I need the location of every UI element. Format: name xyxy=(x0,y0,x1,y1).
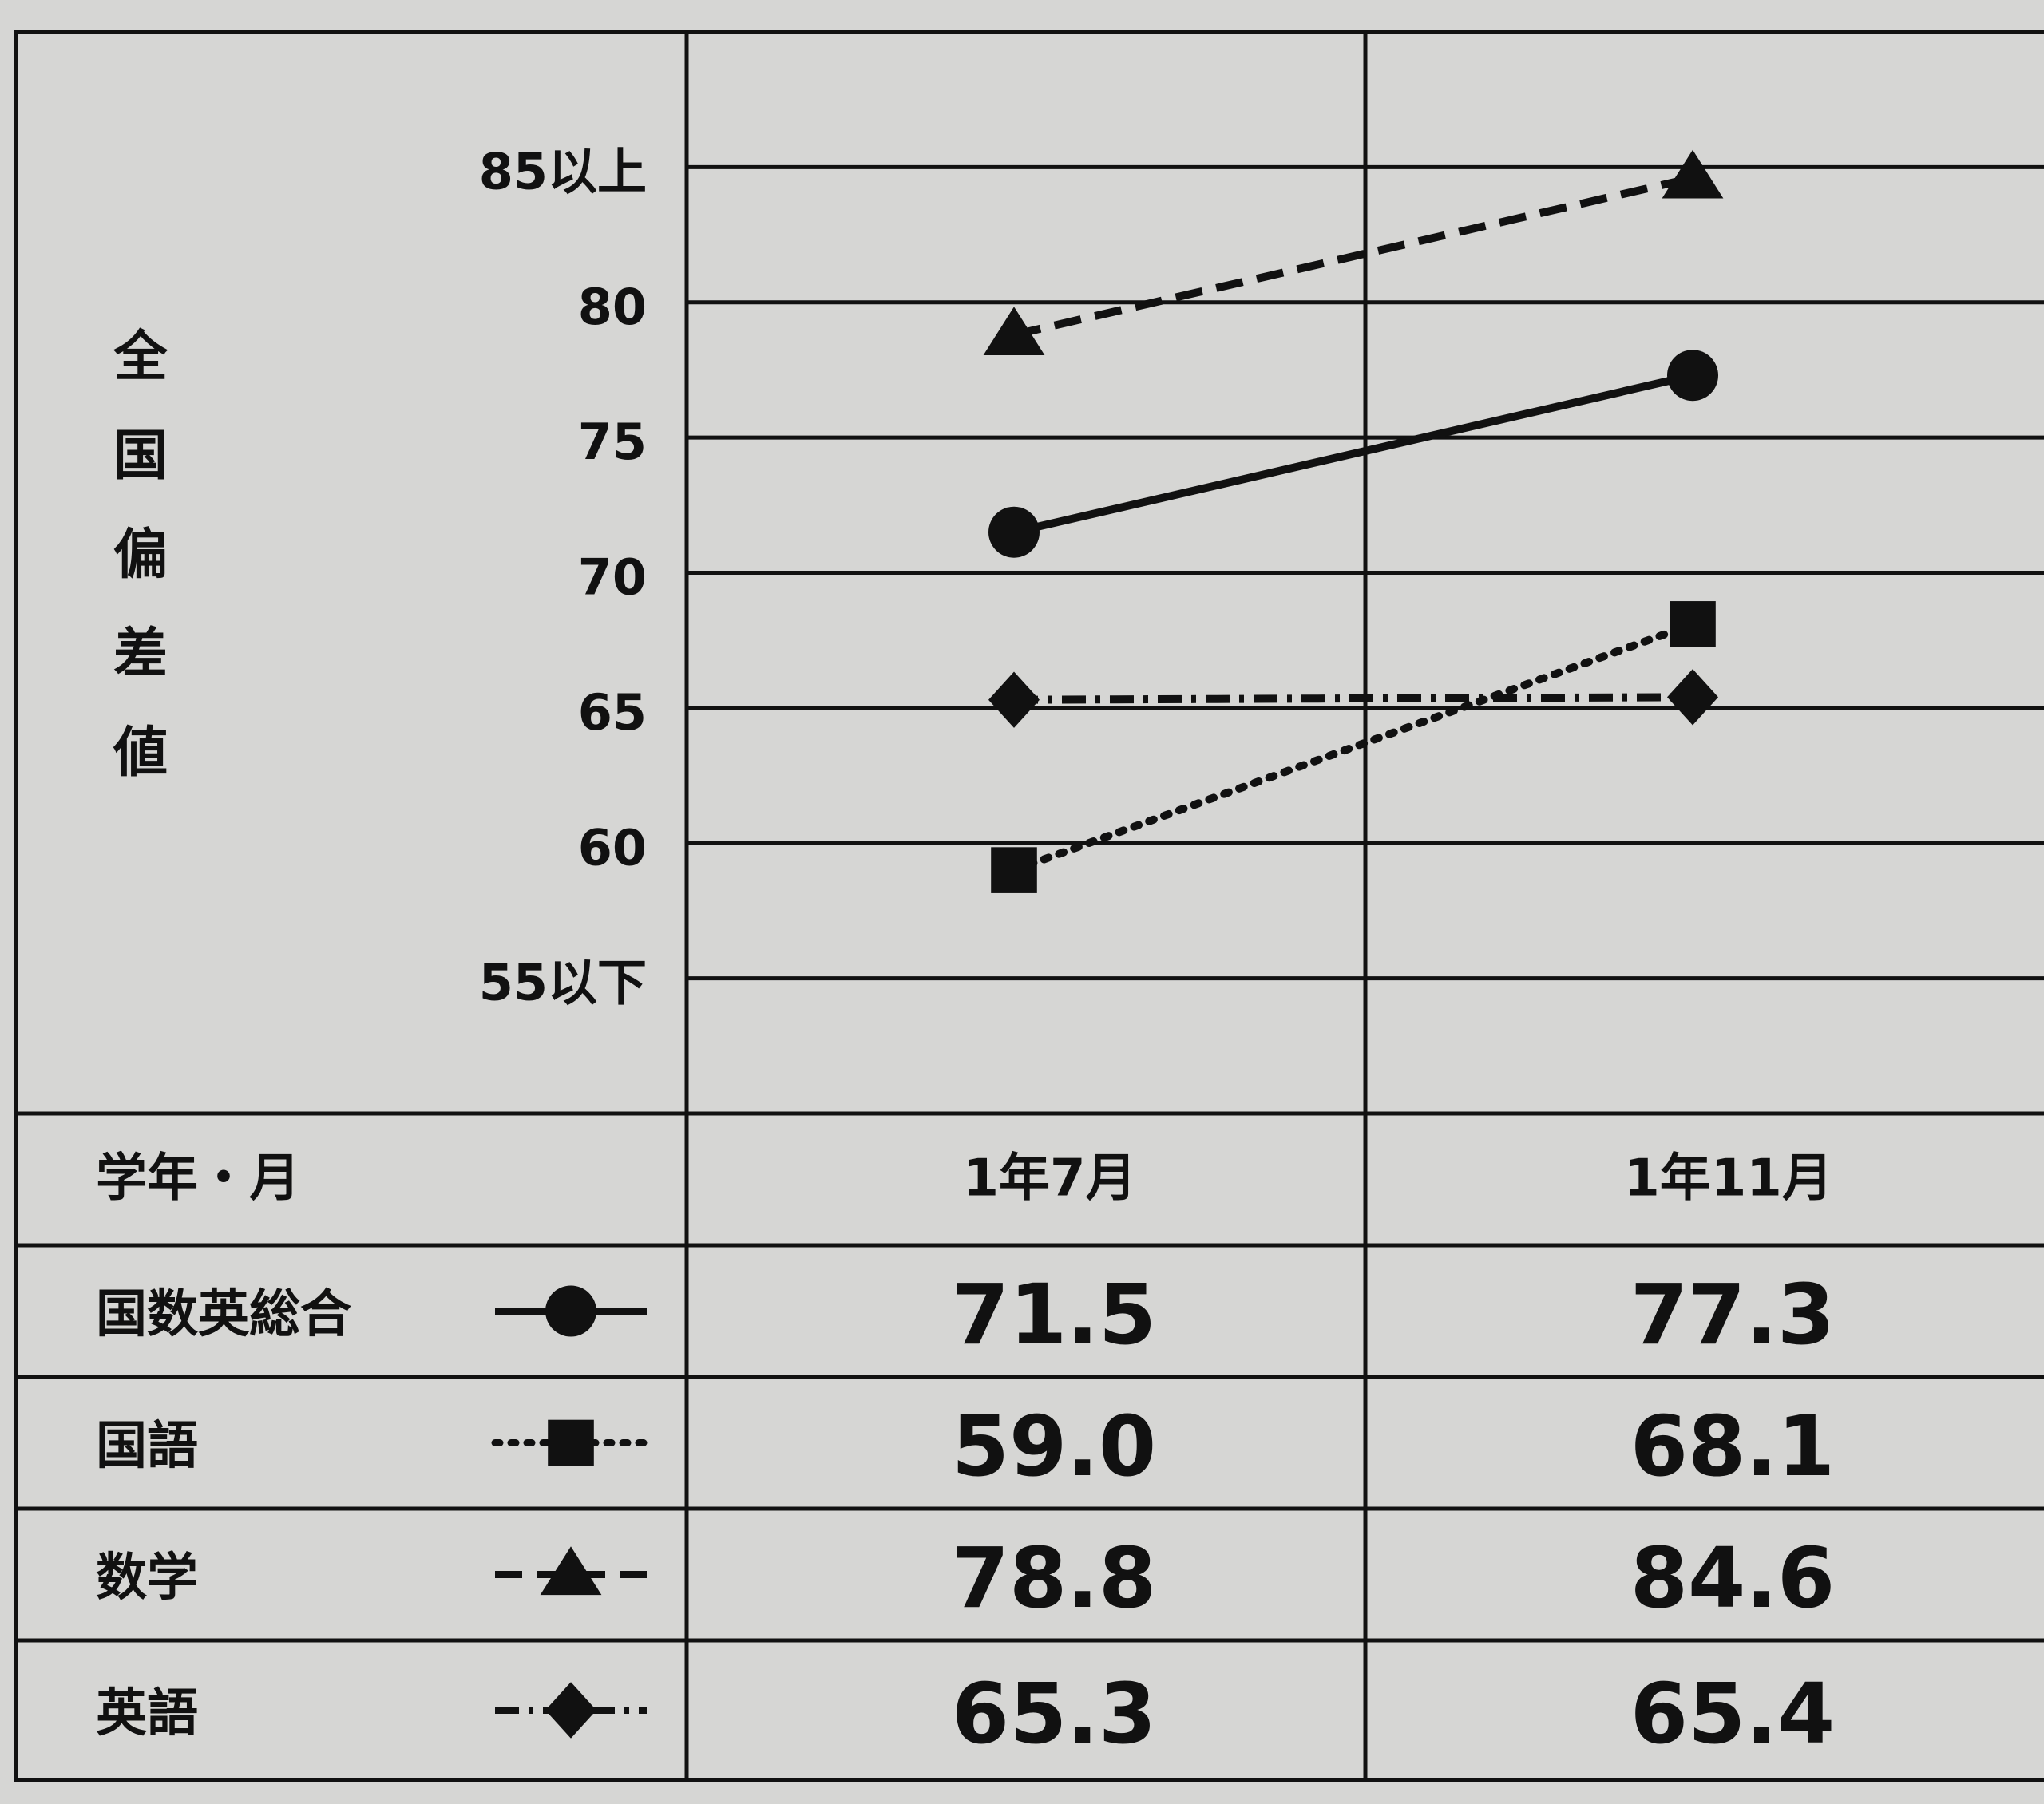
legend-marker xyxy=(540,1546,602,1596)
series-line xyxy=(1012,371,1694,536)
data-point xyxy=(1667,350,1718,402)
data-point xyxy=(1662,149,1724,199)
y-tick-label: 80 xyxy=(578,278,647,336)
value-label: 71.5 xyxy=(952,1266,1157,1363)
y-tick-label: 75 xyxy=(578,413,647,471)
series-line xyxy=(1013,693,1693,704)
data-point xyxy=(1667,669,1718,726)
legend-label: 国語 xyxy=(96,1417,198,1476)
y-tick-label: 85以上 xyxy=(479,142,647,200)
y-tick-label: 55以下 xyxy=(479,954,647,1012)
legend-label: 数学 xyxy=(96,1549,198,1608)
y-axis-label: 全国偏差値 xyxy=(103,327,168,822)
value-label: 65.3 xyxy=(952,1665,1157,1762)
value-label: 77.3 xyxy=(1630,1266,1836,1363)
series-line xyxy=(1012,174,1694,339)
data-point xyxy=(983,307,1045,355)
data-point xyxy=(988,671,1040,728)
y-tick-label: 65 xyxy=(578,683,647,742)
value-label: 68.1 xyxy=(1630,1398,1836,1495)
legend-marker xyxy=(548,1419,594,1466)
x-axis-label: 学年・月 xyxy=(96,1149,300,1209)
data-point xyxy=(991,847,1037,893)
legend-label: 国数英総合 xyxy=(96,1285,351,1344)
x-tick-label: 1年11月 xyxy=(1624,1149,1833,1209)
value-label: 84.6 xyxy=(1630,1529,1836,1627)
data-point xyxy=(1670,601,1716,647)
y-tick-label: 70 xyxy=(578,548,647,607)
x-tick-label: 1年7月 xyxy=(963,1149,1136,1209)
value-label: 78.8 xyxy=(952,1529,1157,1627)
data-point xyxy=(988,506,1040,558)
legend-marker xyxy=(545,1682,596,1739)
series-line xyxy=(1010,619,1697,875)
value-label: 59.0 xyxy=(952,1398,1157,1495)
legend-label: 英語 xyxy=(96,1684,198,1743)
legend-marker xyxy=(545,1285,596,1337)
value-label: 65.4 xyxy=(1630,1665,1836,1762)
y-tick-label: 60 xyxy=(578,818,647,876)
frame xyxy=(14,30,2044,1782)
